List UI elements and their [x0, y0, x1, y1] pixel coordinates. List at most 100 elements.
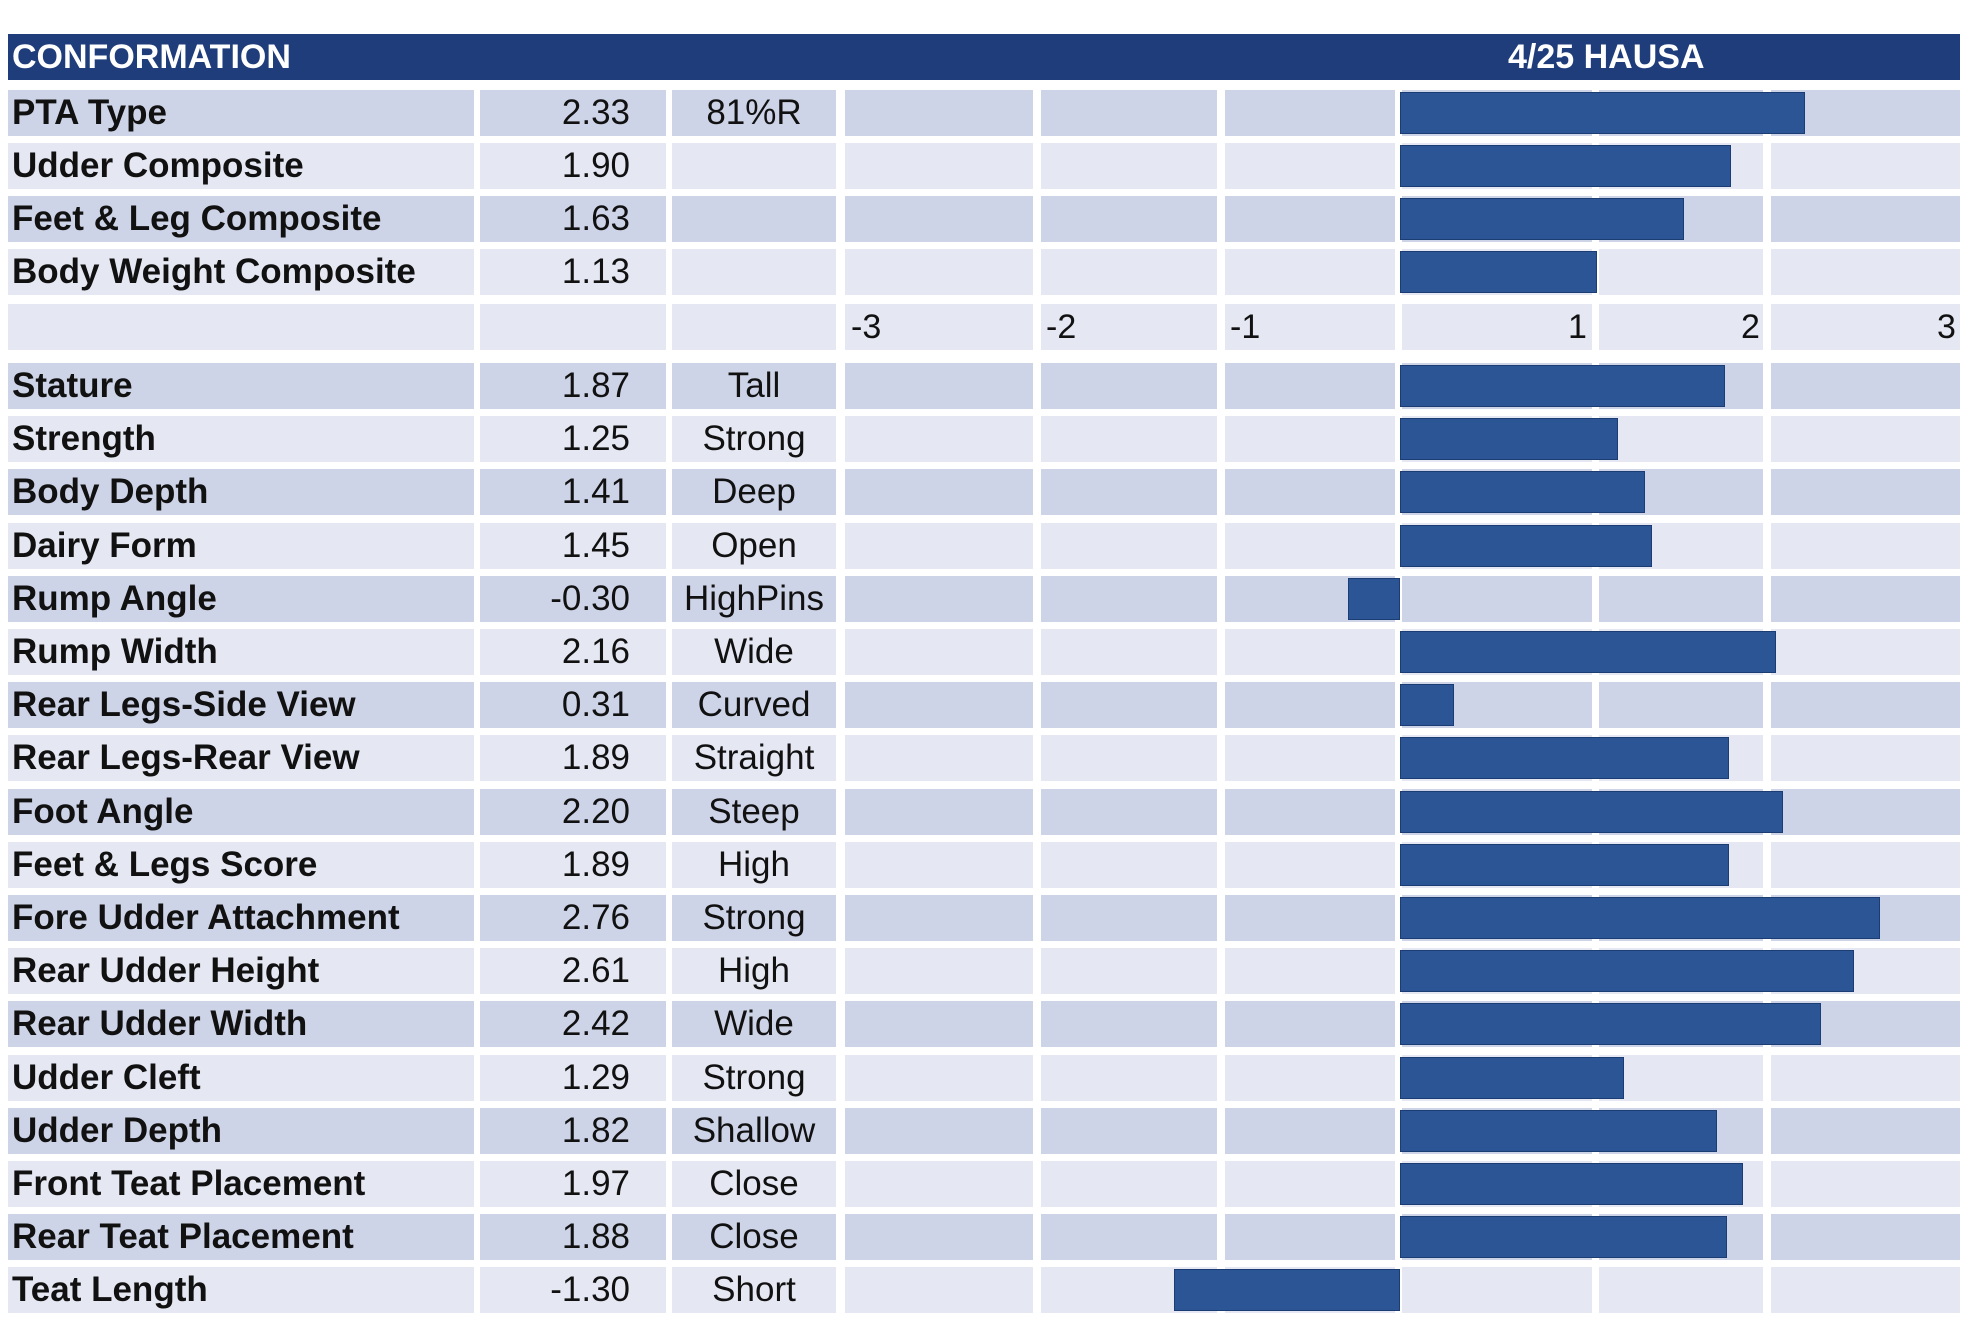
chart-grid-cell — [845, 1107, 1033, 1154]
chart-grid-cell — [1771, 469, 1960, 516]
axis-tick-label: -3 — [851, 308, 882, 346]
chart-grid-cell — [1771, 522, 1960, 569]
trait-description: Strong — [672, 416, 836, 463]
chart-grid-cell — [1041, 249, 1217, 295]
chart-grid-cell — [1041, 416, 1217, 463]
bar-front-teat-placement — [1400, 1163, 1743, 1205]
trait-description: 81%R — [672, 90, 836, 136]
chart-grid-cell — [1225, 1214, 1395, 1261]
chart-grid-cell — [1402, 1267, 1592, 1314]
bar-rump-angle — [1347, 577, 1400, 620]
chart-grid-cell — [1225, 143, 1395, 189]
chart-grid-cell — [1771, 575, 1960, 622]
chart-grid-cell — [1225, 788, 1395, 835]
trait-description: Straight — [672, 735, 836, 782]
chart-grid-cell — [1771, 1161, 1960, 1207]
chart-grid-cell — [1041, 629, 1217, 675]
source-label: 4/25 HAUSA — [1508, 38, 1705, 76]
bar-dairy-form — [1400, 524, 1653, 567]
chart-grid-cell — [1599, 249, 1763, 295]
chart-grid-cell — [1225, 90, 1395, 136]
trait-description: Shallow — [672, 1107, 836, 1154]
chart-grid-cell — [845, 522, 1033, 569]
chart-grid-cell — [845, 90, 1033, 136]
chart-grid-cell — [1225, 841, 1395, 888]
trait-label: Body Depth — [8, 469, 474, 516]
chart-grid-cell — [1041, 1214, 1217, 1261]
chart-grid-cell — [845, 629, 1033, 675]
trait-description: Close — [672, 1214, 836, 1261]
bar-udder-depth — [1400, 1109, 1717, 1152]
chart-grid-cell — [1771, 1214, 1960, 1261]
chart-grid-cell — [845, 895, 1033, 941]
chart-grid-cell — [845, 469, 1033, 516]
chart-grid-cell — [1041, 1001, 1217, 1048]
chart-grid-cell — [1771, 196, 1960, 242]
trait-label: Teat Length — [8, 1267, 474, 1314]
trait-value: 1.82 — [480, 1107, 666, 1154]
bar-body-weight-composite — [1400, 251, 1597, 293]
axis-tick-label: -2 — [1046, 308, 1077, 346]
bar-pta-type — [1400, 92, 1806, 134]
chart-grid-cell — [1771, 629, 1960, 675]
chart-grid-cell — [1041, 895, 1217, 941]
chart-grid-cell — [1225, 1001, 1395, 1048]
chart-grid-cell — [845, 575, 1033, 622]
trait-description: Strong — [672, 1054, 836, 1101]
axis-row-cell — [1225, 304, 1395, 350]
chart-grid-cell — [1771, 682, 1960, 729]
trait-value: 2.16 — [480, 629, 666, 675]
axis-tick-label: 1 — [1568, 308, 1587, 346]
chart-grid-cell — [845, 841, 1033, 888]
chart-grid-cell — [1771, 363, 1960, 409]
bar-rump-width — [1400, 631, 1776, 673]
chart-grid-cell — [1771, 416, 1960, 463]
trait-label: Rear Legs-Rear View — [8, 735, 474, 782]
chart-grid-cell — [845, 416, 1033, 463]
chart-grid-cell — [1041, 196, 1217, 242]
trait-label: Foot Angle — [8, 788, 474, 835]
trait-description: Tall — [672, 363, 836, 409]
chart-grid-cell — [1771, 249, 1960, 295]
bar-rear-udder-height — [1400, 950, 1855, 993]
chart-grid-cell — [845, 948, 1033, 995]
chart-grid-cell — [845, 363, 1033, 409]
trait-value: -0.30 — [480, 575, 666, 622]
trait-label: Udder Composite — [8, 143, 474, 189]
trait-value: 1.63 — [480, 196, 666, 242]
chart-grid-cell — [845, 1001, 1033, 1048]
chart-grid-cell — [845, 788, 1033, 835]
trait-label: Rear Teat Placement — [8, 1214, 474, 1261]
chart-grid-cell — [1225, 469, 1395, 516]
chart-grid-cell — [1041, 575, 1217, 622]
chart-grid-cell — [1041, 363, 1217, 409]
trait-label: Feet & Legs Score — [8, 841, 474, 888]
chart-grid-cell — [845, 249, 1033, 295]
chart-grid-cell — [845, 196, 1033, 242]
trait-value: 0.31 — [480, 682, 666, 729]
trait-label: Stature — [8, 363, 474, 409]
trait-label: Udder Depth — [8, 1107, 474, 1154]
chart-grid-cell — [1771, 1267, 1960, 1314]
trait-label: Front Teat Placement — [8, 1161, 474, 1207]
trait-value: 1.88 — [480, 1214, 666, 1261]
trait-label: Strength — [8, 416, 474, 463]
chart-grid-cell — [1599, 1267, 1763, 1314]
bar-teat-length — [1173, 1269, 1400, 1312]
trait-description: Curved — [672, 682, 836, 729]
trait-label: Udder Cleft — [8, 1054, 474, 1101]
chart-grid-cell — [1041, 1107, 1217, 1154]
chart-grid-cell — [1041, 143, 1217, 189]
chart-title: CONFORMATION — [12, 38, 291, 76]
chart-grid-cell — [1402, 575, 1592, 622]
chart-grid-cell — [1599, 1054, 1763, 1101]
trait-value: 1.25 — [480, 416, 666, 463]
axis-row-cell — [672, 304, 836, 350]
chart-grid-cell — [1225, 249, 1395, 295]
trait-description: High — [672, 841, 836, 888]
bar-foot-angle — [1400, 790, 1783, 833]
trait-label: Rear Legs-Side View — [8, 682, 474, 729]
chart-grid-cell — [1771, 1054, 1960, 1101]
bar-feet-leg-composite — [1400, 198, 1684, 240]
